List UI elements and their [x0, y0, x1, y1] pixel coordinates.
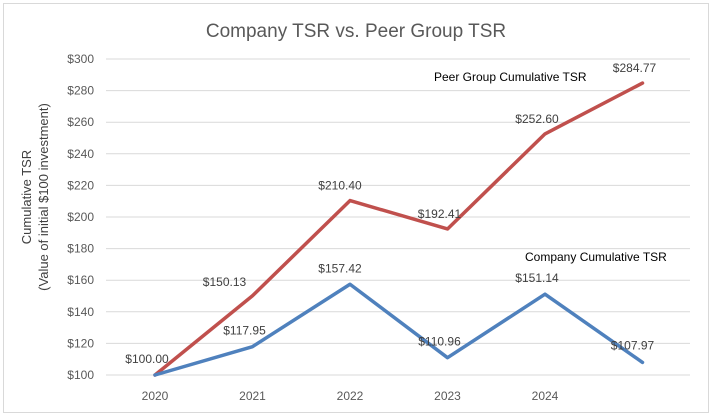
peer-series-line [153, 81, 645, 377]
company-data-label: $107.97 [611, 338, 655, 352]
x-axis-ticks: 2020 2021 2022 2023 2024 [142, 389, 559, 403]
peer-data-label: $192.41 [418, 207, 462, 221]
peer-data-label: $284.77 [613, 61, 657, 75]
series-label-peer: Peer Group Cumulative TSR [434, 70, 587, 84]
x-tick-label: 2024 [532, 389, 559, 403]
x-tick-label: 2021 [239, 389, 266, 403]
data-labels: $150.13 $210.40 $192.41 $252.60 $284.77 $100.… [125, 61, 656, 366]
gridlines [106, 58, 690, 376]
peer-data-label: $150.13 [203, 275, 247, 289]
y-tick-label: $140 [67, 305, 94, 319]
y-tick-label: $220 [67, 178, 94, 192]
y-tick-label: $280 [67, 84, 94, 98]
y-tick-label: $300 [67, 52, 94, 66]
company-series-line [153, 282, 645, 377]
y-tick-label: $100 [67, 368, 94, 382]
y-tick-label: $200 [67, 210, 94, 224]
company-data-label: $100.00 [125, 352, 169, 366]
x-tick-label: 2023 [434, 389, 461, 403]
chart-title: Company TSR vs. Peer Group TSR [206, 21, 506, 42]
y-tick-label: $120 [67, 336, 94, 350]
y-tick-label: $180 [67, 242, 94, 256]
peer-data-label: $210.40 [318, 179, 362, 193]
x-tick-label: 2020 [142, 389, 169, 403]
y-tick-label: $160 [67, 273, 94, 287]
company-data-label: $117.95 [223, 324, 266, 338]
company-data-label: $110.96 [418, 335, 461, 349]
x-tick-label: 2022 [337, 389, 364, 403]
series-lines [153, 81, 645, 377]
y-axis-label-line1: Cumulative TSR [19, 150, 34, 244]
y-axis-label-line2: (Value of initial $100 investment) [36, 103, 51, 291]
y-axis-ticks: $100 $120 $140 $160 $180 $200 $220 $240 $260 $280… [67, 52, 94, 382]
peer-data-label: $252.60 [515, 112, 559, 126]
series-label-company: Company Cumulative TSR [525, 250, 667, 264]
y-tick-label: $240 [67, 147, 94, 161]
chart-frame [3, 3, 709, 413]
y-tick-label: $260 [67, 115, 94, 129]
company-data-label: $157.42 [318, 261, 362, 275]
company-data-label: $151.14 [515, 271, 559, 285]
